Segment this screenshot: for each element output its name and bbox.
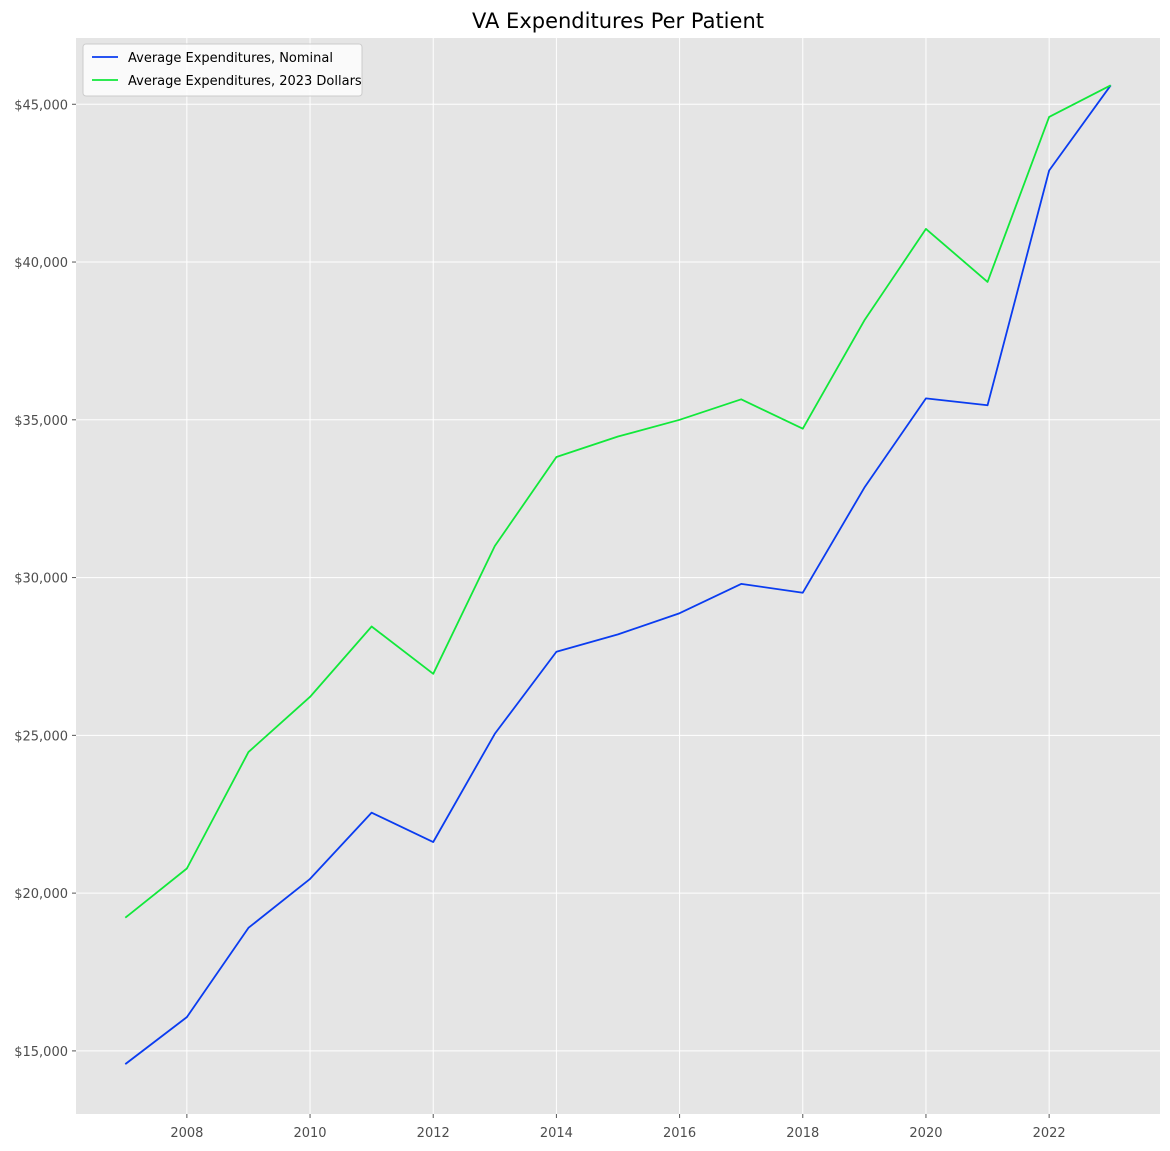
data-point (740, 583, 742, 585)
data-point (679, 612, 681, 614)
data-point (1110, 84, 1112, 86)
y-tick-label: $35,000 (14, 414, 68, 429)
x-tick-label: 2022 (1033, 1126, 1066, 1141)
grid (76, 38, 1160, 1114)
data-point (309, 696, 311, 698)
data-point (617, 436, 619, 438)
y-axis-ticks: $15,000 $20,000 $25,000 $30,000 $35,000 $40,0… (14, 98, 76, 1060)
y-tick-label: $40,000 (14, 256, 68, 271)
series-line-0 (124, 84, 1112, 1065)
data-point (987, 404, 989, 406)
x-tick-label: 2020 (909, 1126, 942, 1141)
legend-label: Average Expenditures, 2023 Dollars (128, 74, 362, 89)
x-tick-label: 2010 (293, 1126, 326, 1141)
x-tick-label: 2016 (663, 1126, 696, 1141)
series-lines (124, 84, 1112, 1065)
data-point (1048, 116, 1050, 118)
data-point (371, 625, 373, 627)
legend-label: Average Expenditures, Nominal (128, 51, 333, 66)
x-tick-label: 2012 (417, 1126, 450, 1141)
data-point (555, 651, 557, 653)
data-point (186, 868, 188, 870)
data-point (802, 592, 804, 594)
data-point (247, 751, 249, 753)
x-axis-ticks: 2008 2010 2012 2014 2016 2018 2020 2022 (170, 1114, 1066, 1141)
y-tick-label: $30,000 (14, 572, 68, 587)
data-point (432, 841, 434, 843)
data-point (863, 487, 865, 489)
data-point (309, 878, 311, 880)
y-tick-label: $45,000 (14, 98, 68, 113)
x-tick-label: 2014 (540, 1126, 573, 1141)
legend: Average Expenditures, Nominal Average Exp… (82, 43, 363, 97)
y-tick-label: $25,000 (14, 729, 68, 744)
data-point (802, 428, 804, 430)
data-point (863, 319, 865, 321)
data-point (925, 228, 927, 230)
data-point (1048, 170, 1050, 172)
data-point (987, 281, 989, 283)
data-point (617, 633, 619, 635)
y-tick-label: $15,000 (14, 1045, 68, 1060)
data-point (925, 397, 927, 399)
data-point (740, 398, 742, 400)
data-point (247, 927, 249, 929)
data-point (494, 545, 496, 547)
x-tick-label: 2018 (786, 1126, 819, 1141)
y-tick-label: $20,000 (14, 887, 68, 902)
data-point (432, 673, 434, 675)
x-tick-label: 2008 (170, 1126, 203, 1141)
series-line-1 (124, 84, 1112, 919)
data-point (494, 733, 496, 735)
data-point (679, 419, 681, 421)
legend-box (82, 43, 363, 97)
data-point (124, 917, 126, 919)
data-point (555, 456, 557, 458)
chart-title: VA Expenditures Per Patient (472, 9, 764, 33)
data-point (124, 1063, 126, 1065)
plot-area (76, 38, 1160, 1114)
data-point (371, 812, 373, 814)
data-point (186, 1016, 188, 1018)
